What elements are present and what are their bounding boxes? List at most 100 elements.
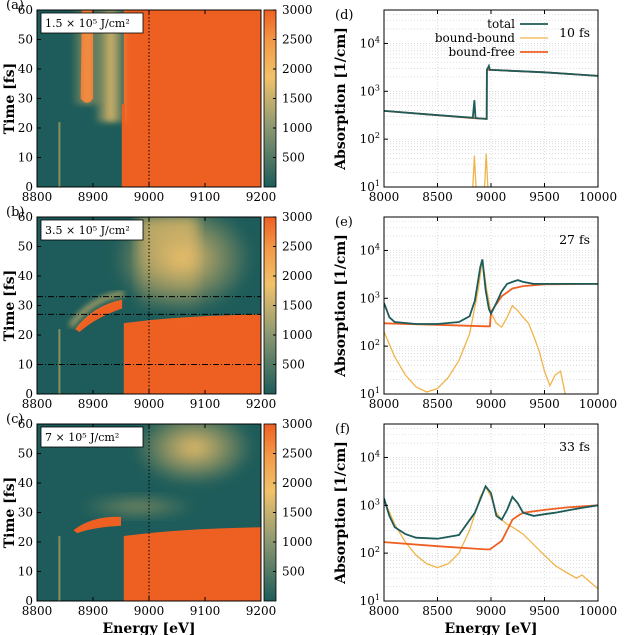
colorbar-tick-label: 2500 (282, 33, 313, 47)
time-label: 27 fs (559, 232, 590, 247)
colorbar-tick-label: 3000 (282, 3, 313, 17)
colorbar-tick-label: 2000 (282, 62, 313, 76)
y-tick-label: 101 (360, 386, 380, 401)
y-tick-label: 30 (18, 299, 33, 313)
x-tick-label: 8800 (22, 190, 53, 204)
legend-label-bound-bound: bound-bound (435, 31, 515, 45)
x-tick-label: 9200 (246, 604, 277, 618)
y-tick-label: 20 (18, 121, 33, 135)
x-tick-label: 9100 (190, 604, 221, 618)
heatmap-bound-free-region (123, 527, 261, 601)
y-tick-label: 104 (360, 35, 380, 50)
y-tick-label: 50 (18, 447, 33, 461)
x-tick-label: 8500 (422, 604, 453, 618)
series-total-line (384, 63, 598, 120)
x-tick-label: 9000 (476, 604, 507, 618)
colorbar-tick-label: 500 (282, 151, 305, 165)
x-tick-label: 8000 (369, 397, 400, 411)
y-tick-label: 102 (360, 131, 380, 146)
colorbar-tick-label: 2000 (282, 269, 313, 283)
panel-label: (b) (6, 205, 24, 220)
x-tick-label: 9200 (246, 190, 277, 204)
fluence-box (40, 219, 144, 241)
x-tick-label: 8900 (78, 190, 109, 204)
y-tick-label: 103 (360, 290, 380, 305)
legend-label-bound-free: bound-free (449, 45, 515, 59)
fluence-label: 1.5 × 10⁵ J/cm² (45, 17, 130, 30)
y-axis-label: Time [fs] (2, 477, 18, 548)
panel-label: (c) (6, 412, 23, 427)
y-tick-label: 103 (360, 83, 380, 98)
y-tick-label: 0 (25, 594, 33, 608)
y-tick-label: 20 (18, 328, 33, 342)
y-tick-label: 50 (18, 33, 33, 47)
time-label: 33 fs (559, 439, 590, 454)
x-tick-label: 8000 (369, 190, 400, 204)
x-tick-label: 9000 (134, 604, 165, 618)
colorbar-tick-label: 2500 (282, 240, 313, 254)
panel-label: (e) (335, 215, 353, 230)
y-tick-label: 10 (18, 151, 33, 165)
y-axis-label: Absorption [1/cm] (333, 234, 349, 378)
y-tick-label: 0 (25, 387, 33, 401)
x-tick-label: 9000 (476, 190, 507, 204)
series-bound-bound-line (384, 259, 566, 394)
series-group (384, 484, 598, 590)
x-tick-label: 9500 (529, 397, 560, 411)
x-tick-label: 9500 (529, 604, 560, 618)
fluence-box (40, 12, 144, 34)
y-tick-label: 10 (18, 358, 33, 372)
heatmap-mid-glow (77, 494, 198, 519)
y-axis-label: Absorption [1/cm] (333, 441, 349, 585)
heatmap-bound-bound-band (73, 516, 121, 534)
y-tick-label: 102 (360, 545, 380, 560)
legend-label-total: total (487, 17, 515, 31)
fluence-box (40, 426, 144, 448)
colorbar-tick-label: 3000 (282, 210, 313, 224)
y-tick-label: 60 (18, 417, 33, 431)
series-total-line (384, 259, 598, 325)
colorbar-tick-label: 2500 (282, 447, 313, 461)
colorbar-tick-label: 1000 (282, 535, 313, 549)
y-tick-label: 30 (18, 506, 33, 520)
y-tick-label: 101 (360, 179, 380, 194)
x-tick-label: 8500 (422, 190, 453, 204)
y-tick-label: 40 (18, 62, 33, 76)
lineplot-panel-f: 8000 8500 9000 9500 10000 101 102 103 104 Absorpt… (333, 422, 617, 635)
heatmap-bound-free-region (123, 314, 261, 394)
colorbar-tick-label: 1500 (282, 92, 313, 106)
x-tick-label: 8000 (369, 604, 400, 618)
series-bound-free-line (384, 283, 598, 328)
heatmap-bound-free-region (123, 10, 261, 187)
heatmap-bright-region (133, 424, 254, 486)
y-axis-label: Absorption [1/cm] (333, 27, 349, 171)
x-tick-label: 9200 (246, 397, 277, 411)
heatmap-line-8840 (58, 536, 61, 601)
x-tick-label: 10000 (579, 397, 617, 411)
heatmap-line-8840 (58, 329, 61, 394)
colorbar-tick-label: 1500 (282, 299, 313, 313)
series-bound-bound-line (472, 153, 489, 187)
x-tick-label: 8900 (78, 397, 109, 411)
x-axis-label: Energy [eV] (445, 621, 538, 635)
lineplot-panel-d: 8000 8500 9000 9500 10000 101 102 103 104 Absorpt… (333, 8, 617, 204)
heatmap-line-8840 (58, 122, 61, 187)
heatmap-band-glow (68, 291, 125, 328)
x-tick-label: 9000 (476, 397, 507, 411)
x-tick-label: 9100 (190, 190, 221, 204)
y-tick-label: 40 (18, 269, 33, 283)
heatmap-panel-c: 8800 8900 9000 9100 9200 0 10 20 30 40 50 60 Time [f… (2, 412, 313, 635)
y-tick-label: 50 (18, 240, 33, 254)
series-bound-free-line (384, 504, 598, 551)
y-tick-label: 60 (18, 3, 33, 17)
x-tick-label: 9000 (134, 190, 165, 204)
y-tick-label: 60 (18, 210, 33, 224)
y-tick-label: 30 (18, 92, 33, 106)
y-tick-label: 104 (360, 242, 380, 257)
y-axis-label: Time [fs] (2, 270, 18, 341)
colorbar-tick-label: 500 (282, 358, 305, 372)
heatmap-bound-bound-band (75, 299, 123, 333)
colorbar-tick-label: 500 (282, 565, 305, 579)
x-tick-label: 8800 (22, 397, 53, 411)
panel-label: (d) (335, 8, 353, 23)
